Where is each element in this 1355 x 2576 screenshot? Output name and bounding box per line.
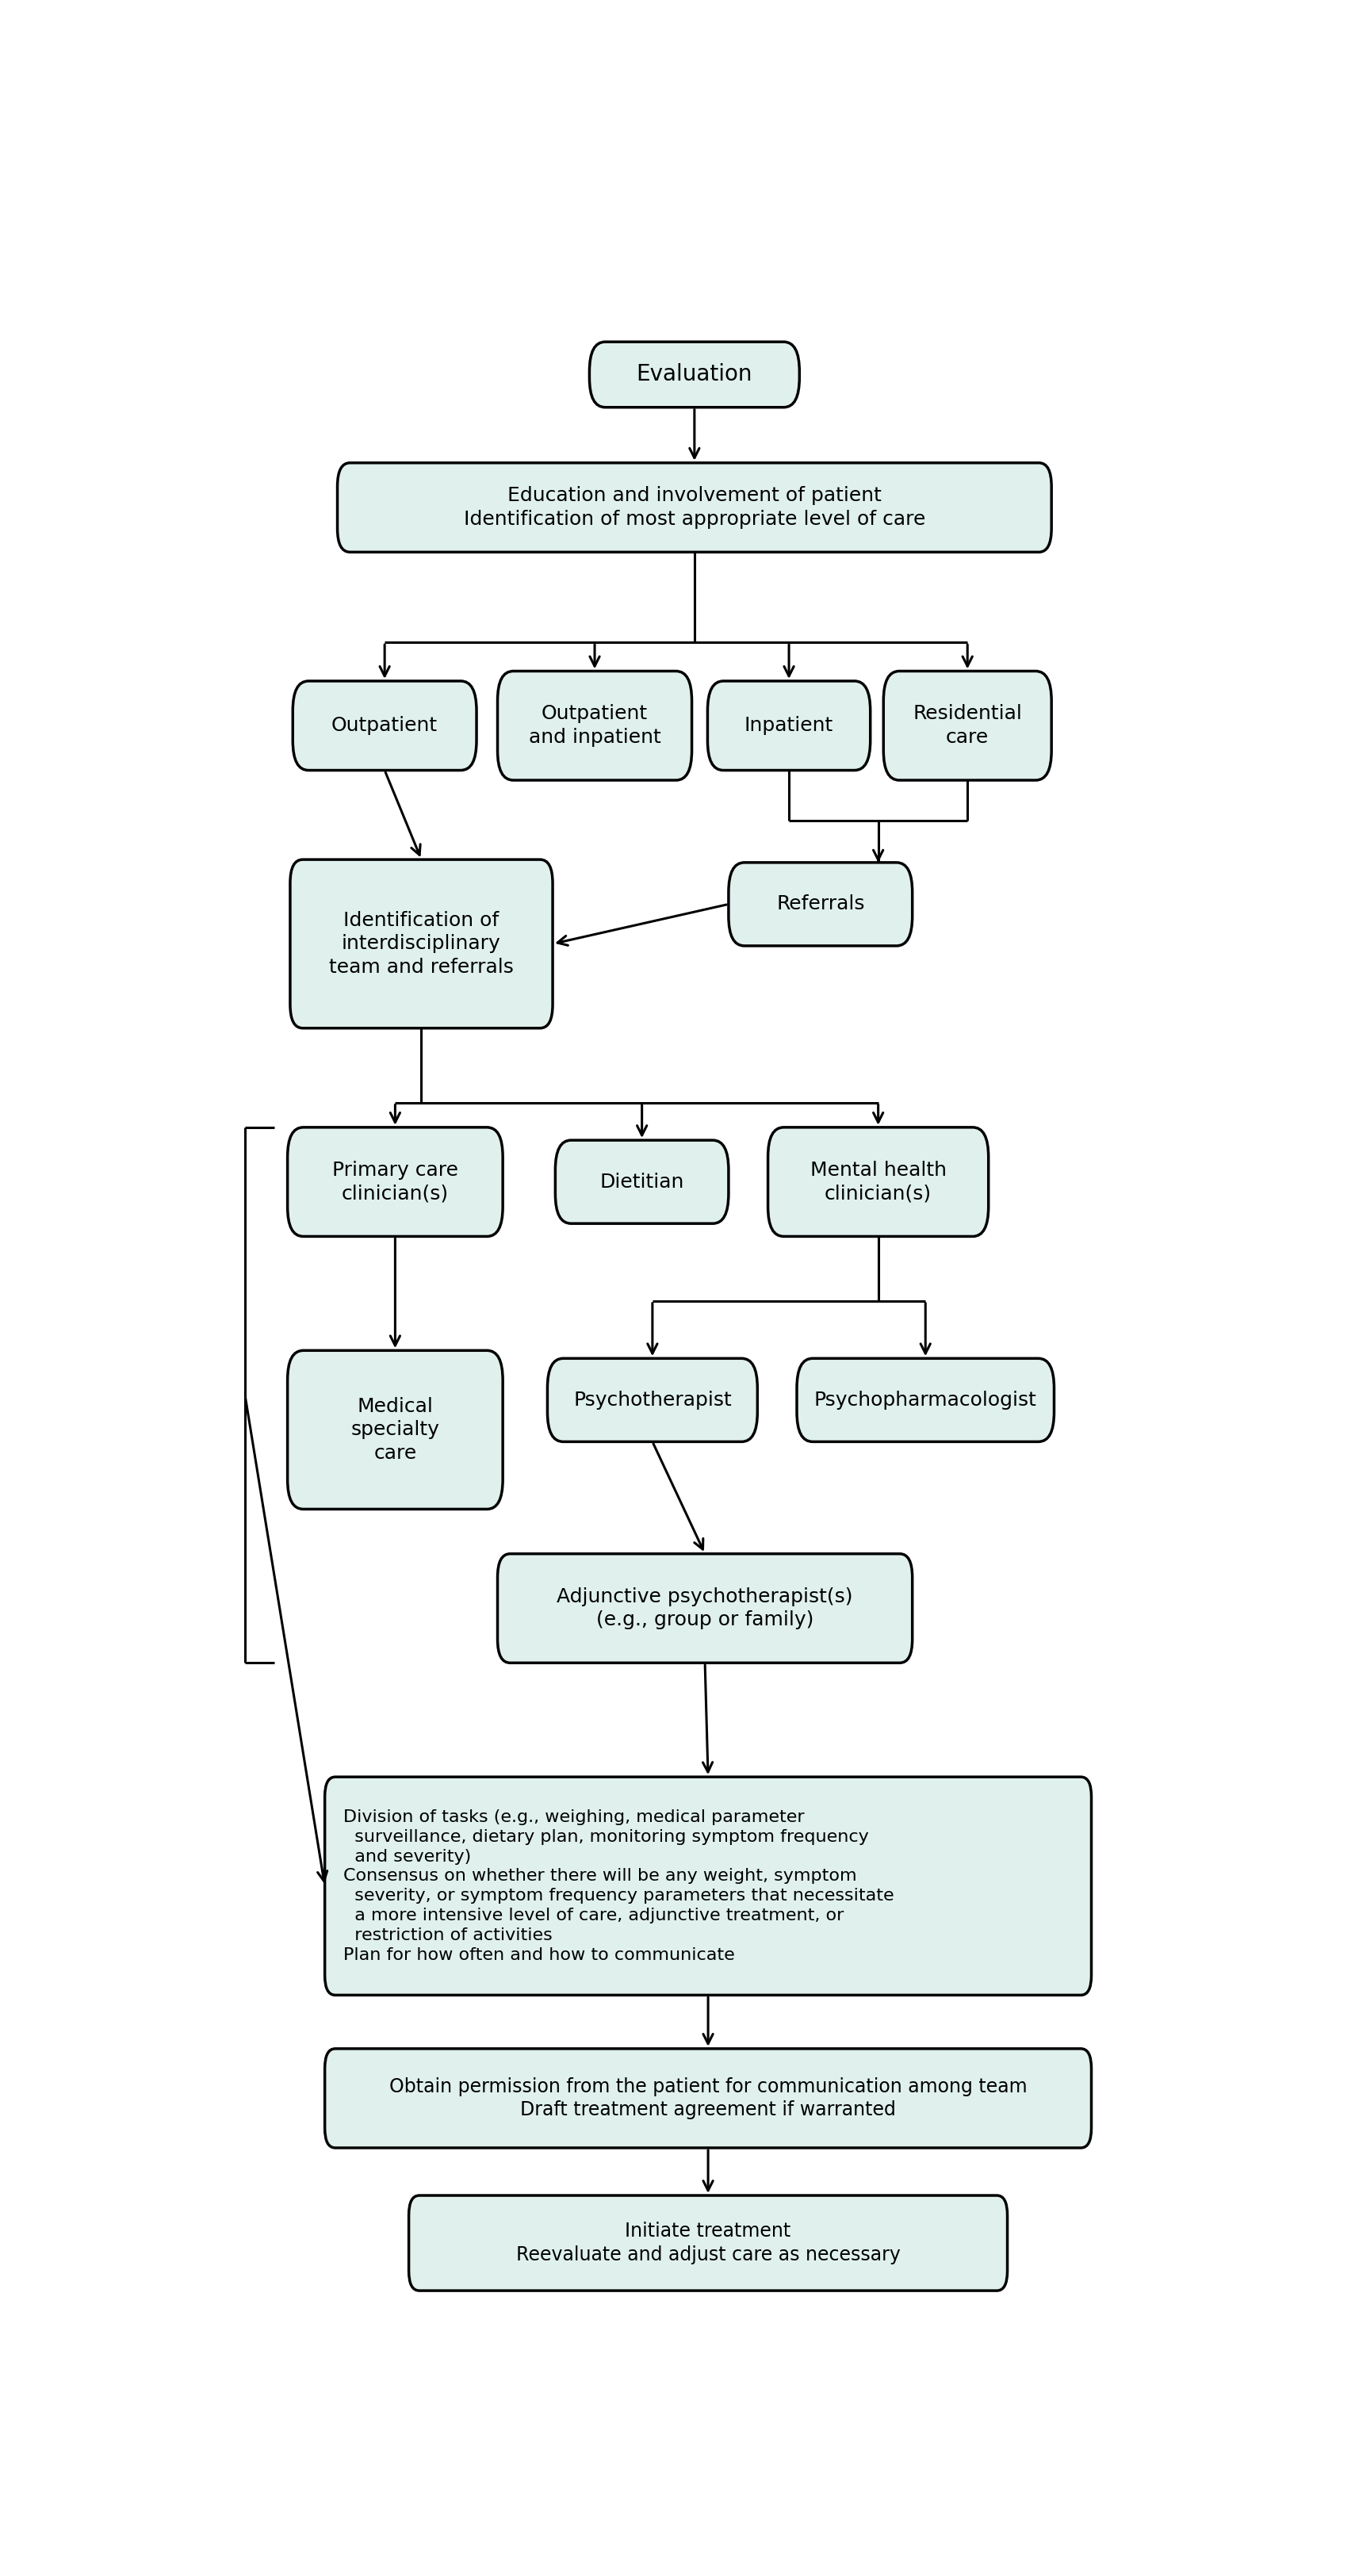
FancyBboxPatch shape	[325, 1777, 1091, 1994]
FancyBboxPatch shape	[293, 680, 477, 770]
Text: Medical
specialty
care: Medical specialty care	[351, 1396, 439, 1463]
FancyBboxPatch shape	[547, 1358, 757, 1443]
Text: Referrals: Referrals	[776, 894, 864, 914]
FancyBboxPatch shape	[797, 1358, 1054, 1443]
Text: Mental health
clinician(s): Mental health clinician(s)	[810, 1162, 946, 1203]
FancyBboxPatch shape	[589, 343, 799, 407]
Text: Inpatient: Inpatient	[744, 716, 833, 734]
Text: Dietitian: Dietitian	[600, 1172, 684, 1190]
FancyBboxPatch shape	[325, 2048, 1091, 2148]
Text: Primary care
clinician(s): Primary care clinician(s)	[332, 1162, 458, 1203]
Text: Psychopharmacologist: Psychopharmacologist	[814, 1391, 1037, 1409]
FancyBboxPatch shape	[556, 1141, 729, 1224]
Text: Outpatient
and inpatient: Outpatient and inpatient	[528, 703, 661, 747]
FancyBboxPatch shape	[883, 672, 1051, 781]
FancyBboxPatch shape	[337, 464, 1051, 551]
FancyBboxPatch shape	[707, 680, 870, 770]
Text: Identification of
interdisciplinary
team and referrals: Identification of interdisciplinary team…	[329, 912, 514, 976]
FancyBboxPatch shape	[729, 863, 912, 945]
Text: Adjunctive psychotherapist(s)
(e.g., group or family): Adjunctive psychotherapist(s) (e.g., gro…	[557, 1587, 854, 1631]
Text: Division of tasks (e.g., weighing, medical parameter
  surveillance, dietary pla: Division of tasks (e.g., weighing, medic…	[344, 1808, 894, 1963]
FancyBboxPatch shape	[497, 1553, 912, 1664]
Text: Residential
care: Residential care	[913, 703, 1022, 747]
Text: Evaluation: Evaluation	[637, 363, 752, 386]
FancyBboxPatch shape	[497, 672, 692, 781]
FancyBboxPatch shape	[409, 2195, 1007, 2290]
FancyBboxPatch shape	[768, 1128, 989, 1236]
FancyBboxPatch shape	[290, 860, 553, 1028]
FancyBboxPatch shape	[287, 1128, 503, 1236]
Text: Outpatient: Outpatient	[332, 716, 438, 734]
Text: Education and involvement of patient
Identification of most appropriate level of: Education and involvement of patient Ide…	[463, 487, 925, 528]
Text: Obtain permission from the patient for communication among team
Draft treatment : Obtain permission from the patient for c…	[389, 2076, 1027, 2120]
FancyBboxPatch shape	[287, 1350, 503, 1510]
Text: Initiate treatment
Reevaluate and adjust care as necessary: Initiate treatment Reevaluate and adjust…	[516, 2221, 900, 2264]
Text: Psychotherapist: Psychotherapist	[573, 1391, 732, 1409]
